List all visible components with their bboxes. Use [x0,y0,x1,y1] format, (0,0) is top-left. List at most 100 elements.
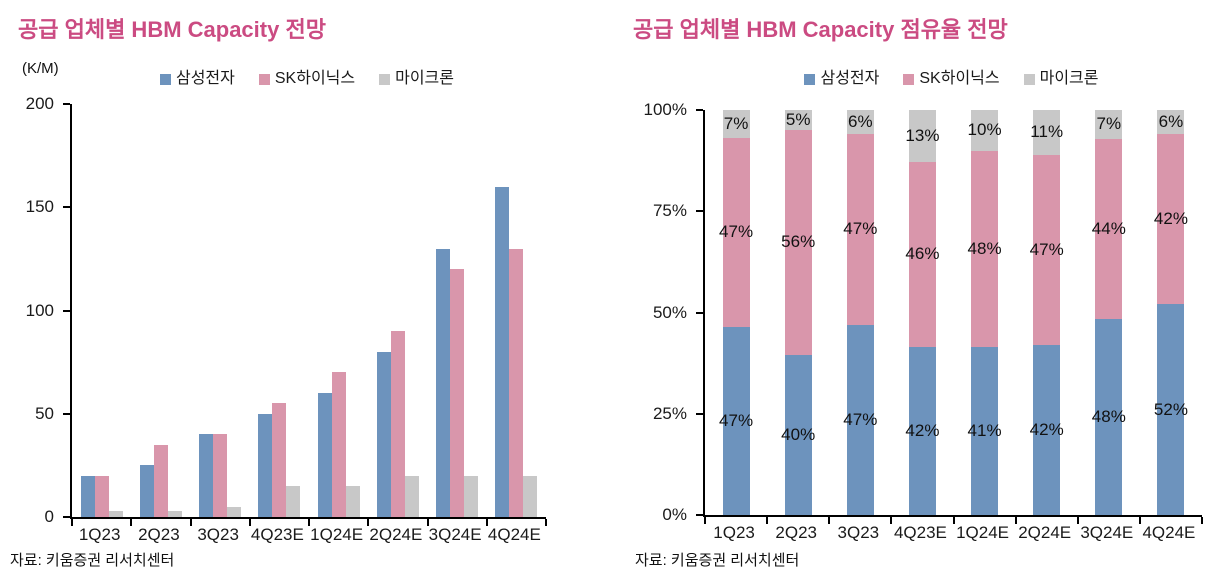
legend-item-skhynix: SK하이닉스 [258,70,356,87]
y-axis-tick-label: 50% [652,302,687,322]
x-axis-tick [130,519,133,526]
bar-micron-2Q23 [167,510,182,517]
segment-micron-2Q23 [784,110,812,131]
x-axis-label-3Q24E: 3Q24E [428,525,482,544]
legend-label-micron: 마이크론 [1039,70,1099,87]
segment-skhynix-2Q23 [784,130,812,355]
bar-samsung-4Q24E [495,186,510,517]
segment-label-micron-1Q23: 7% [723,114,749,134]
bar-micron-1Q23 [108,510,123,517]
segment-label-micron-4Q24E: 6% [1158,112,1184,132]
bar-micron-3Q24E [464,475,479,517]
segment-label-skhynix-2Q23: 56% [781,232,816,252]
x-axis-tick [1014,517,1017,524]
segment-skhynix-1Q23 [722,138,750,327]
x-axis-label-3Q23: 3Q23 [197,525,239,544]
bar-samsung-1Q23 [80,475,95,517]
x-axis-label-2Q24E: 2Q24E [369,525,423,544]
segment-samsung-1Q23 [722,326,750,515]
bar-micron-2Q24E [404,475,419,517]
segment-micron-2Q24E [1033,110,1061,155]
legend-swatch-micron [1023,73,1035,85]
legend-swatch-skhynix [903,73,915,85]
x-axis-label-1Q24E: 1Q24E [310,525,364,544]
x-axis-tick [248,519,251,526]
legend-label-micron: 마이크론 [395,70,454,87]
x-axis-label-4Q24E: 4Q24E [487,525,541,544]
x-axis-label-3Q23: 3Q23 [837,523,880,542]
segment-label-skhynix-4Q24E: 42% [1153,209,1188,229]
segment-skhynix-4Q23E [908,162,936,347]
x-axis-label-2Q24E: 2Q24E [1018,523,1072,542]
segment-label-skhynix-2Q24E: 47% [1029,239,1064,259]
legend-capacity: 삼성전자 SK하이닉스 마이크론 [70,71,544,87]
y-axis-unit-label: (K/M) [22,60,59,77]
bar-skhynix-1Q24E [331,372,346,517]
segment-label-skhynix-3Q23: 47% [843,219,878,239]
y-axis-tick-label: 0% [662,505,687,524]
x-axis-tick [1076,517,1079,524]
segment-skhynix-2Q24E [1033,154,1061,345]
segment-label-samsung-3Q24E: 48% [1091,406,1126,426]
segment-samsung-3Q23 [846,324,874,515]
legend-swatch-skhynix [258,73,270,85]
x-axis-label-1Q24E: 1Q24E [956,523,1010,542]
segment-label-skhynix-4Q23E: 46% [905,244,940,264]
x-axis-tick [71,519,73,526]
bar-skhynix-3Q23 [213,434,228,517]
chart-title-capacity: 공급 업체별 HBM Capacity 전망 [18,17,326,42]
legend-item-micron: 마이크론 [379,71,454,87]
segment-label-micron-2Q23: 5% [785,110,811,130]
source-note-capacity: 자료: 키움증권 리서치센터 [10,552,175,569]
segment-micron-4Q23E [908,110,936,163]
segment-micron-1Q23 [722,110,750,139]
x-axis-label-3Q24E: 3Q24E [1080,523,1134,542]
bar-skhynix-2Q24E [390,331,405,517]
x-axis-tick [308,519,310,526]
segment-label-skhynix-1Q24E: 48% [967,239,1002,259]
x-axis-label-4Q23E: 4Q23E [250,525,304,544]
segment-skhynix-3Q24E [1095,138,1123,319]
x-axis-tick [189,519,192,526]
bar-micron-4Q24E [523,475,538,517]
x-axis-tick [828,517,831,524]
segment-label-samsung-1Q24E: 41% [967,421,1002,441]
x-axis-label-1Q23: 1Q23 [713,523,755,542]
chart-title-share: 공급 업체별 HBM Capacity 점유율 전망 [633,17,1008,42]
legend-label-samsung: 삼성전자 [175,70,235,87]
bar-micron-3Q23 [227,506,242,517]
segment-skhynix-4Q24E [1157,134,1185,305]
segment-micron-3Q24E [1095,110,1123,139]
x-axis-tick [1201,517,1203,524]
legend-label-samsung: 삼성전자 [820,70,880,87]
bar-skhynix-4Q24E [509,248,524,517]
segment-skhynix-3Q23 [846,134,874,325]
y-axis-tick [696,514,703,516]
bar-skhynix-2Q23 [153,444,168,517]
segment-micron-3Q23 [846,110,874,135]
y-axis-tick [63,412,70,415]
y-axis-tick-label: 0 [44,507,54,526]
legend-item-samsung: 삼성전자 [804,71,879,87]
segment-label-samsung-1Q23: 47% [719,410,754,430]
segment-label-samsung-2Q24E: 42% [1029,419,1064,439]
legend-label-skhynix: SK하이닉스 [274,70,356,87]
y-axis-tick [696,311,703,314]
stacked-bar-plot: 47% 47% 7% 40% 56% 5% 47% 47% 6% 42% 46% 13% 41% 48% 1… [696,109,1203,524]
segment-samsung-4Q23E [908,346,936,515]
x-axis-tick [890,517,893,524]
segment-label-micron-1Q24E: 10% [967,120,1002,140]
y-axis-tick [63,103,70,105]
segment-samsung-2Q23 [784,354,812,515]
segment-samsung-1Q24E [971,347,999,515]
y-axis-tick-label: 50 [35,403,54,423]
segment-label-micron-2Q24E: 11% [1030,122,1064,142]
bar-skhynix-1Q23 [94,475,109,517]
segment-label-micron-4Q23E: 13% [905,126,940,146]
share-forecast-panel: 공급 업체별 HBM Capacity 점유율 전망 삼성전자 SK하이닉스 마이크… [615,0,1225,587]
segment-label-micron-3Q23: 6% [848,112,873,132]
y-axis-tick-label: 150 [25,197,54,217]
x-axis-tick [545,519,547,526]
y-axis-tick [696,109,703,111]
